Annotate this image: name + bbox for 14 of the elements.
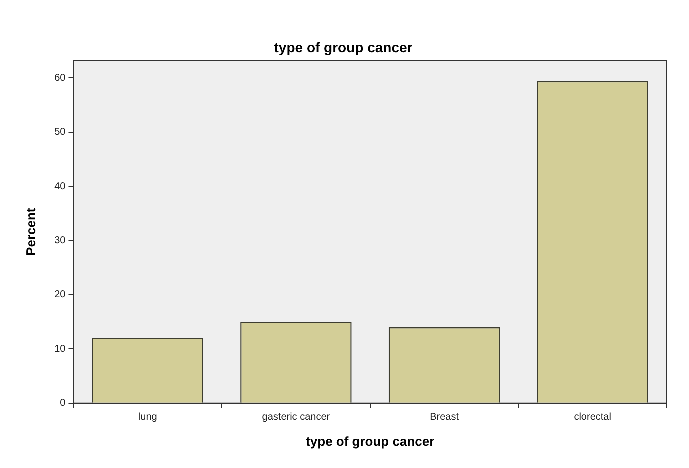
y-tick-label: 50 <box>54 127 66 138</box>
y-tick-label: 10 <box>54 344 66 355</box>
chart-title: type of group cancer <box>274 39 414 56</box>
y-tick-label: 60 <box>54 72 66 84</box>
y-axis-title: Percent <box>23 208 38 256</box>
x-tick-label: lung <box>138 412 158 424</box>
x-tick-label: Breast <box>430 412 460 424</box>
x-tick-label: gasteric cancer <box>262 412 331 424</box>
y-tick-label: 40 <box>54 181 66 192</box>
x-tick-label: clorectal <box>574 412 612 424</box>
y-tick-label: 30 <box>54 236 66 247</box>
y-tick-label: 20 <box>54 290 66 301</box>
y-tick-label: 0 <box>60 398 66 410</box>
x-axis-title: type of group cancer <box>306 434 435 449</box>
